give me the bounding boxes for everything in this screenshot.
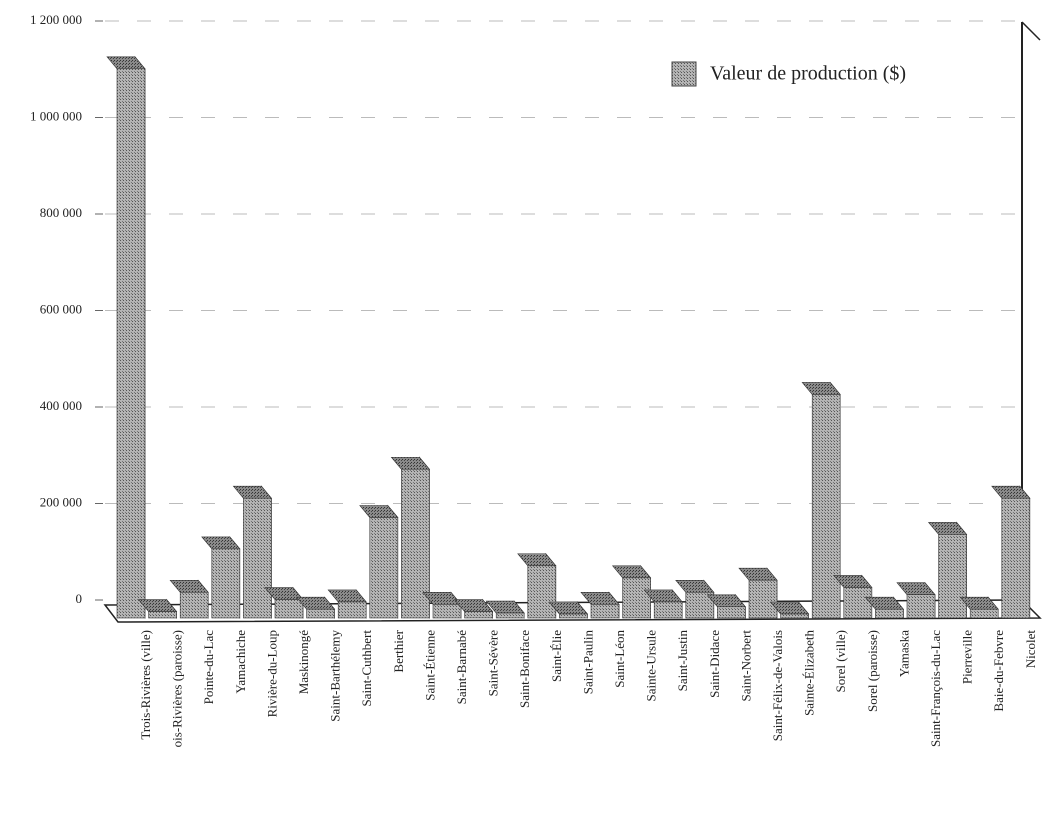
bar xyxy=(1001,497,1031,619)
bar xyxy=(274,599,304,619)
bar-top xyxy=(169,579,209,593)
x-tick-label: Saint-François-du-Lac xyxy=(928,630,943,747)
bar xyxy=(780,613,809,619)
x-tick-label: Saint-Paulin xyxy=(580,630,595,695)
bar xyxy=(748,579,778,619)
bar xyxy=(464,611,493,619)
bar-top xyxy=(517,553,557,567)
x-tick-label: Yamachiche xyxy=(233,630,248,694)
x-tick-label: Saint-Cuthbert xyxy=(359,630,374,707)
y-tick-label: 1 200 000 xyxy=(30,12,82,27)
x-tick-label: Saint-Barthélemy xyxy=(328,630,343,722)
bar-top xyxy=(359,505,399,518)
bar xyxy=(938,534,967,619)
bar xyxy=(559,613,588,619)
bar xyxy=(369,517,399,619)
y-tick-label: 1 000 000 xyxy=(30,108,82,123)
bar-top xyxy=(611,565,652,579)
bar-top xyxy=(738,567,778,581)
x-tick-label: Baie-du-Febvre xyxy=(991,630,1006,712)
x-tick-label: Yamaska xyxy=(896,630,911,677)
bar-top xyxy=(232,485,273,499)
y-tick-label: 800 000 xyxy=(40,205,82,220)
bar xyxy=(527,565,557,619)
bar xyxy=(337,601,367,619)
bar xyxy=(179,591,209,619)
x-tick-label: ois-Rivières (paroisse) xyxy=(170,630,185,747)
x-tick-label: Saint-Élie xyxy=(549,630,564,682)
y-tick-label: 600 000 xyxy=(40,301,82,316)
bar xyxy=(401,468,430,619)
bar xyxy=(495,612,525,619)
bar-top xyxy=(801,382,841,395)
y-tick-label: 400 000 xyxy=(40,398,82,413)
bar xyxy=(717,606,746,619)
x-tick-label: Saint-Léon xyxy=(612,630,627,688)
x-tick-label: Nicolet xyxy=(1023,630,1038,669)
x-tick-label: Sorel (paroisse) xyxy=(865,630,880,712)
bar-top xyxy=(675,579,715,593)
legend-swatch xyxy=(671,61,697,87)
bar xyxy=(211,548,241,619)
back-wall xyxy=(1021,21,1041,41)
x-tick-label: Saint-Félix-de-Valois xyxy=(770,630,785,741)
bar-top xyxy=(327,589,367,603)
bar-top xyxy=(201,536,241,550)
bar xyxy=(653,601,683,619)
x-tick-label: Sainte-Élizabeth xyxy=(802,630,817,716)
x-tick-label: Saint-Justin xyxy=(675,630,690,692)
bar xyxy=(243,497,272,619)
x-tick-label: Saint-Didace xyxy=(707,630,722,698)
bar-top xyxy=(991,485,1031,499)
y-tick-label: 200 000 xyxy=(40,494,82,509)
bar xyxy=(906,594,936,619)
y-tick-label: 0 xyxy=(76,591,83,606)
bar xyxy=(148,611,177,619)
bar-top xyxy=(896,582,936,596)
x-tick-label: Pointe-du-Lac xyxy=(201,630,216,705)
bar xyxy=(116,68,146,619)
bar xyxy=(843,587,873,619)
x-tick-label: Berthier xyxy=(391,629,406,672)
bar xyxy=(969,608,999,619)
x-tick-label: Sainte-Ursule xyxy=(644,630,659,702)
bar-top xyxy=(106,56,146,70)
x-tick-label: Saint-Norbert xyxy=(738,630,753,702)
bar xyxy=(590,604,620,619)
x-tick-label: Saint-Boniface xyxy=(517,630,532,708)
x-tick-label: Maskinongé xyxy=(296,630,311,695)
bar-top xyxy=(927,522,968,535)
x-tick-label: Trois-Rivières (ville) xyxy=(138,630,153,740)
x-tick-label: Sorel (ville) xyxy=(833,630,848,692)
x-tick-label: Saint-Barnabé xyxy=(454,630,469,705)
x-tick-label: Rivière-du-Loup xyxy=(264,630,279,717)
x-tick-label: Saint-Sévère xyxy=(486,630,501,697)
bar xyxy=(306,608,335,619)
bar xyxy=(432,604,462,619)
bar xyxy=(622,577,651,619)
bar-top xyxy=(390,456,431,470)
legend-label: Valeur de production ($) xyxy=(710,63,906,85)
bar xyxy=(811,394,841,619)
x-tick-label: Saint-Étienne xyxy=(422,630,437,701)
bar xyxy=(875,608,904,619)
x-tick-label: Pierreville xyxy=(960,630,975,684)
